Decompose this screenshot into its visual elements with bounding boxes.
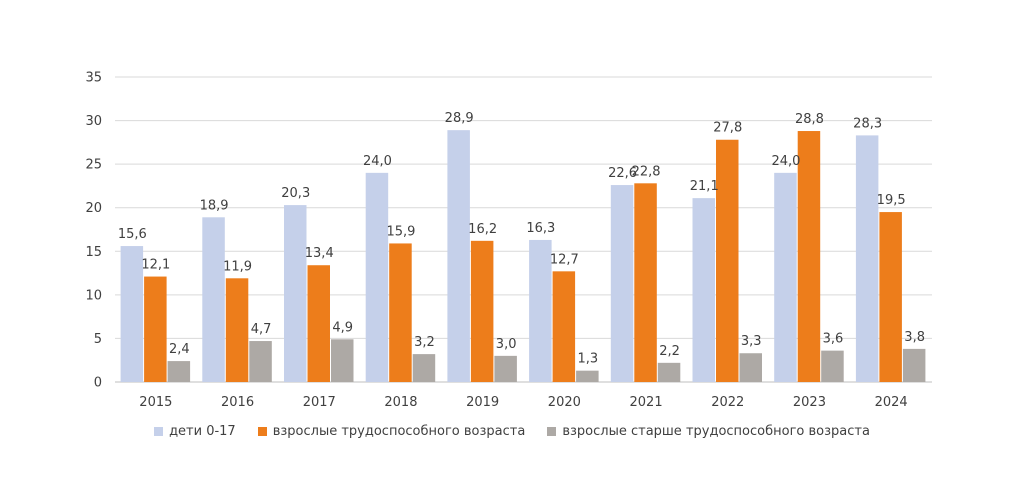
data-label: 28,8 [795,112,824,127]
legend-item-working-age: взрослые трудоспособного возраста [257,424,526,439]
bar [739,353,762,382]
bar [774,172,797,382]
bar [284,205,307,382]
bar [552,271,576,382]
x-tick-label: 2024 [875,395,908,410]
data-label: 24,0 [771,154,800,169]
legend-item-elderly: взрослые старше трудоспособного возраста [547,424,870,439]
data-label: 3,8 [904,330,925,345]
data-label: 3,6 [823,332,844,347]
bar [249,341,272,382]
y-axis: 0 5 10 15 20 25 30 35 [85,71,102,391]
bar [902,348,926,382]
data-label: 20,3 [281,186,310,201]
x-tick-label: 2019 [466,395,499,410]
y-tick-label: 30 [85,114,102,129]
data-label: 3,0 [496,337,517,352]
bar [494,355,517,382]
legend-swatch-elderly [547,427,557,436]
data-label: 2,4 [169,342,190,357]
legend-swatch-working-age [257,427,267,436]
bar [202,217,225,382]
bar [576,370,599,382]
data-label: 18,9 [200,198,229,213]
x-tick-label: 2021 [630,395,663,410]
data-label: 19,5 [877,193,906,208]
legend: дети 0-17 взрослые трудоспособного возра… [0,424,1024,439]
legend-label-children: дети 0-17 [169,424,236,439]
bar [412,354,436,382]
data-label: 12,7 [550,252,579,267]
bar [692,198,715,382]
data-label: 15,6 [118,227,147,242]
gridlines [115,76,932,383]
x-tick-label: 2022 [711,395,744,410]
data-label: 2,2 [659,344,680,359]
y-tick-label: 20 [85,201,102,216]
data-label: 4,7 [251,322,272,337]
bar [120,246,144,382]
legend-label-elderly: взрослые старше трудоспособного возраста [562,424,870,439]
y-tick-label: 25 [85,158,102,173]
data-label: 16,3 [526,221,555,236]
x-tick-label: 2016 [221,395,254,410]
legend-item-children: дети 0-17 [154,424,236,439]
bar [529,239,552,382]
bar [657,362,681,382]
y-tick-label: 10 [85,288,102,303]
data-label: 28,3 [853,116,882,131]
bar [821,350,844,382]
x-tick-label: 2020 [548,395,581,410]
data-label: 4,9 [332,320,353,335]
data-label: 15,9 [386,224,415,239]
legend-swatch-children [154,427,164,436]
bar [470,240,494,382]
x-tick-label: 2018 [384,395,417,410]
bar [144,276,167,382]
data-label: 24,0 [363,154,392,169]
bar [634,183,657,382]
bar [879,212,902,382]
bar [389,243,412,382]
bar [797,131,821,382]
data-label: 3,2 [414,335,435,350]
bar [307,265,330,382]
data-label: 16,2 [468,222,497,237]
bar [167,361,191,382]
bar [225,278,249,382]
y-tick-label: 15 [85,245,102,260]
data-labels: 15,6 18,9 20,3 24,0 28,9 16,3 22,6 21,1 24,0 28,3… [118,111,925,367]
data-label: 22,8 [632,164,661,179]
data-label: 13,4 [305,246,334,261]
data-label: 28,9 [445,111,474,126]
bar [447,130,470,382]
x-tick-label: 2017 [303,395,336,410]
bar [716,139,739,382]
x-tick-label: 2023 [793,395,826,410]
bar [855,135,879,382]
data-label: 21,1 [690,179,719,194]
data-label: 1,3 [578,352,599,367]
bar [365,172,389,382]
legend-label-working-age: взрослые трудоспособного возраста [272,424,526,439]
data-label: 12,1 [141,258,170,273]
y-tick-label: 0 [94,376,102,391]
data-label: 27,8 [713,121,742,136]
data-label: 3,3 [741,334,762,349]
y-tick-label: 5 [94,332,102,347]
x-tick-label: 2015 [139,395,172,410]
data-label: 11,9 [223,259,252,274]
bar [331,339,354,382]
y-tick-label: 35 [85,71,102,86]
x-axis: 2015 2016 2017 2018 2019 2020 2021 2022 2023 2024 [139,395,907,410]
bar [610,185,634,382]
data-label: 22,6 [608,166,637,181]
bars [120,130,926,382]
